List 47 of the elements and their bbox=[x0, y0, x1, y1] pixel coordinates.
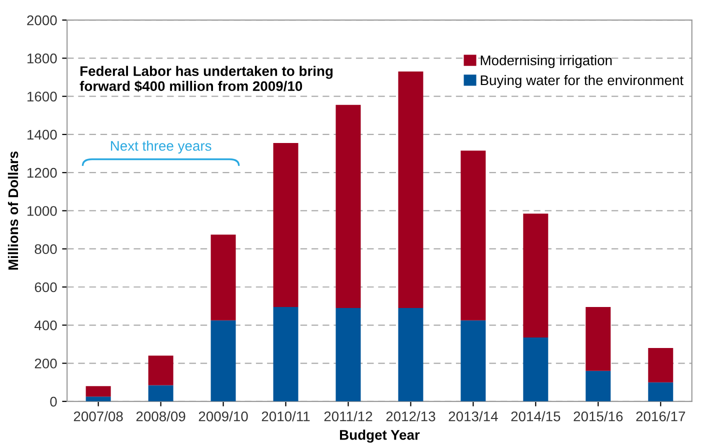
bar bbox=[648, 382, 674, 402]
x-tick-label: 2012/13 bbox=[386, 411, 436, 422]
x-tick-label: 2015/16 bbox=[574, 411, 623, 422]
y-tick-label: 1200 bbox=[28, 168, 57, 178]
bar bbox=[210, 320, 236, 402]
legend-label: Modernising irrigation bbox=[480, 55, 612, 68]
x-tick-label: 2008/09 bbox=[136, 411, 186, 422]
bar bbox=[523, 214, 548, 338]
bar bbox=[86, 396, 111, 402]
x-axis-title: Budget Year bbox=[340, 430, 420, 443]
x-tick-label: 2016/17 bbox=[636, 411, 686, 422]
bar bbox=[336, 104, 361, 308]
bar bbox=[398, 308, 424, 402]
y-tick-label: 800 bbox=[34, 244, 57, 254]
bar bbox=[336, 308, 361, 402]
bar bbox=[398, 72, 424, 308]
y-tick-label: 1000 bbox=[28, 206, 57, 216]
x-tick-label: 2011/12 bbox=[324, 411, 372, 422]
bar bbox=[586, 307, 611, 371]
legend-label: Buying water for the environment bbox=[480, 74, 684, 88]
y-tick-label: 0 bbox=[50, 396, 57, 407]
bar bbox=[210, 234, 236, 320]
y-axis-title: Millions of Dollars bbox=[8, 151, 18, 270]
y-tick-label: 200 bbox=[34, 358, 57, 368]
y-tick-label: 1400 bbox=[28, 130, 57, 140]
bar bbox=[586, 370, 611, 402]
bar bbox=[273, 143, 298, 308]
x-tick-label: 2014/15 bbox=[511, 411, 560, 422]
bar bbox=[523, 338, 548, 402]
annotation: Federal Labor has undertaken to bring forward $400 million from 2009/10 bbox=[80, 66, 333, 92]
bar bbox=[86, 386, 111, 397]
x-tick-label: 2013/14 bbox=[448, 411, 498, 422]
bar bbox=[148, 385, 174, 402]
y-tick-label: 1600 bbox=[28, 92, 57, 102]
bar bbox=[273, 307, 298, 402]
y-tick-label: 400 bbox=[34, 320, 57, 330]
y-tick-label: 1800 bbox=[28, 54, 57, 64]
y-tick-label: 2000 bbox=[27, 15, 57, 26]
bar bbox=[148, 356, 174, 386]
x-tick-label: 2007/08 bbox=[74, 411, 123, 422]
y-tick-label: 600 bbox=[34, 282, 57, 292]
x-tick-label: 2010/11 bbox=[262, 411, 310, 422]
x-tick-label: 2009/10 bbox=[198, 411, 248, 422]
bar bbox=[460, 320, 486, 402]
annotation: Next three years bbox=[110, 140, 212, 154]
bar bbox=[648, 348, 674, 382]
bar bbox=[460, 150, 486, 320]
